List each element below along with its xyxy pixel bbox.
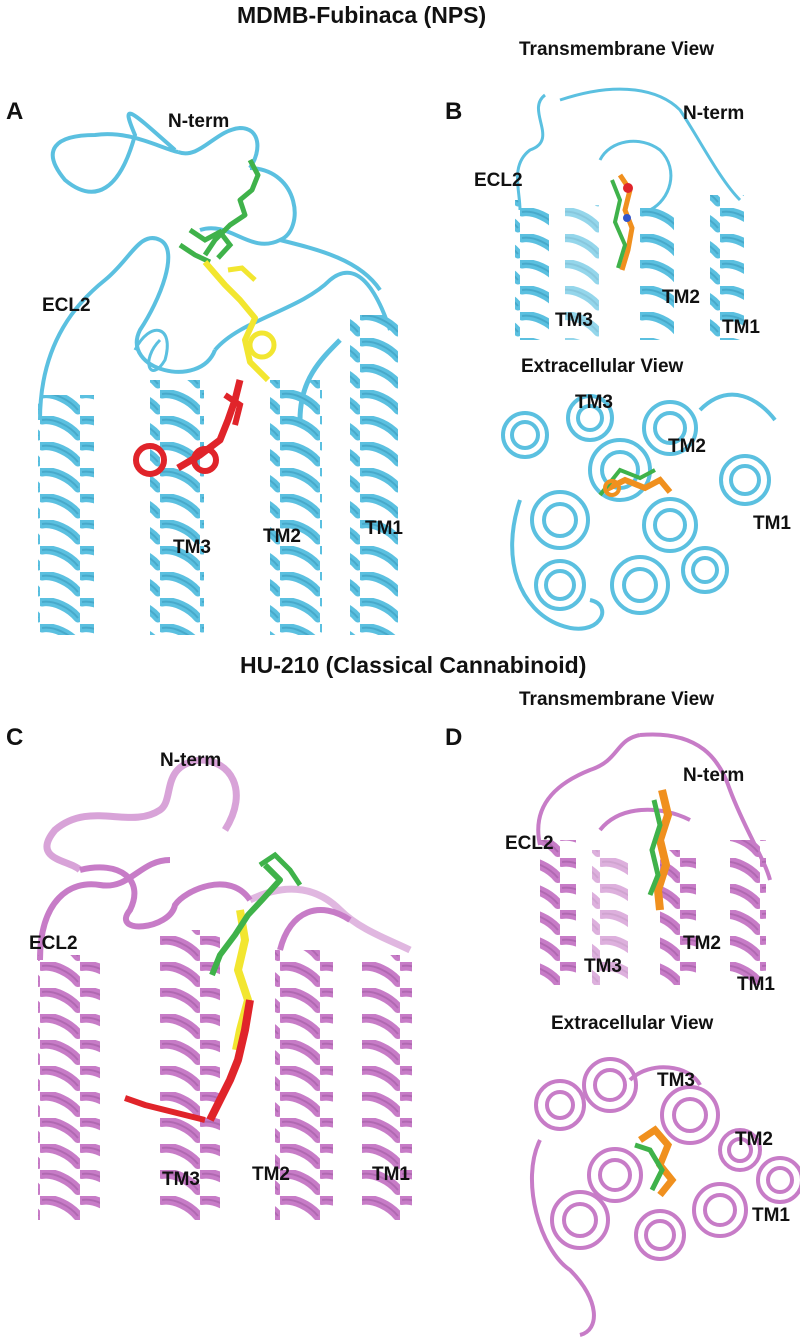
panel-b-tm-view-title: Transmembrane View [519,39,715,60]
panel-d-tm2-label: TM2 [683,933,721,954]
panel-d-ec-structure [530,1057,800,1337]
panel-d-ec-tm1-label: TM1 [752,1205,790,1226]
panel-a-tm3-label: TM3 [173,537,211,558]
panel-d-ec-tm2-label: TM2 [735,1129,773,1150]
panel-c-tm2-label: TM2 [252,1164,290,1185]
panel-b-letter: B [445,98,463,125]
panel-d-tm-ligands [647,789,673,911]
panel-b-tm3-label: TM3 [555,310,593,331]
panel-d-tm-structure [536,732,772,985]
panel-d-tm-view-title: Transmembrane View [519,689,715,710]
panel-b-tm1-label: TM1 [722,317,760,338]
panel-a-tm1-label: TM1 [365,518,403,539]
panel-b-ec-ligands [598,467,673,497]
panel-d-ec-ligands [634,1125,677,1198]
panel-a-tm2-label: TM2 [263,526,301,547]
panel-d-nterm-label: N-term [683,765,745,786]
panel-b-tm2-label: TM2 [662,287,700,308]
panel-c-tm3-label: TM3 [162,1169,200,1190]
panel-d-tm1-label: TM1 [737,974,775,995]
panel-c-letter: C [6,724,24,751]
panel-c-structure [37,756,412,1220]
panel-b-tm-ligands [610,173,635,271]
panel-d-letter: D [445,724,463,751]
panel-b-ecl2-label: ECL2 [474,170,523,191]
panel-c-ligands [124,851,303,1123]
panel-b-tm-structure [515,87,744,340]
panel-d-ec-tm3-label: TM3 [657,1070,695,1091]
panel-b-ec-tm2-label: TM2 [668,436,706,457]
panel-a-nterm-label: N-term [168,111,230,132]
panel-b-nterm-label: N-term [683,103,745,124]
panel-b-ec-tm3-label: TM3 [575,392,613,413]
panel-a-structure [38,111,398,635]
panel-d-ec-view-title: Extracellular View [551,1013,714,1034]
panel-c-tm1-label: TM1 [372,1164,410,1185]
panel-d-tm3-label: TM3 [584,956,622,977]
panel-d-ecl2-label: ECL2 [505,833,554,854]
panel-a-letter: A [6,98,24,125]
panel-c-ecl2-label: ECL2 [29,933,78,954]
panel-a-ligands [133,158,277,477]
panel-b-ec-tm1-label: TM1 [753,513,791,534]
panel-b-ec-view-title: Extracellular View [521,356,684,377]
top-section-title: MDMB-Fubinaca (NPS) [237,2,487,28]
panel-a-ecl2-label: ECL2 [42,295,91,316]
bottom-section-title: HU-210 (Classical Cannabinoid) [240,652,587,678]
panel-c-nterm-label: N-term [160,750,222,771]
panel-b-ec-structure [501,392,777,631]
